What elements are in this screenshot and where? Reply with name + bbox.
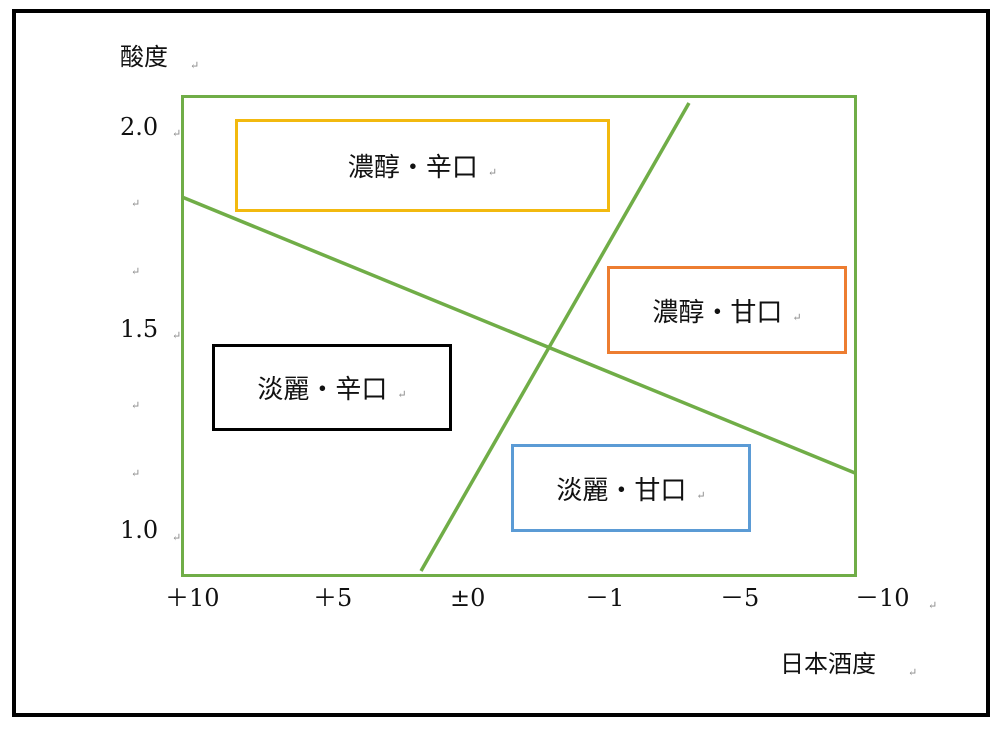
region-rich-sweet: 濃醇・甘口 ↵ [607,266,847,354]
region-label: 濃醇・甘口 [652,297,783,328]
acidity-divider-line [181,195,856,475]
x-tick-label: ＋5 [313,584,353,612]
paragraph-mark: ↵ [487,166,498,179]
x-axis-title: 日本酒度 [780,650,876,678]
y-tick-label: 2.0 [120,113,159,141]
paragraph-mark: ↵ [172,531,182,544]
region-label: 淡麗・甘口 [556,475,687,506]
region-light-sweet: 淡麗・甘口 ↵ [511,444,751,532]
y-tick-label: 1.5 [120,315,159,343]
paragraph-mark: ↵ [131,265,141,278]
paragraph-mark: ↵ [190,59,200,72]
x-tick-label: －1 [585,584,625,612]
region-label: 淡麗・辛口 [257,375,388,405]
paragraph-mark: ↵ [131,467,141,480]
paragraph-mark: ↵ [131,399,141,412]
y-axis-title: 酸度 [120,43,168,71]
paragraph-mark: ↵ [172,127,182,140]
x-tick-label: －10 [855,584,910,612]
plot-area [181,95,857,577]
paragraph-mark: ↵ [908,666,918,679]
region-rich-dry: 濃醇・辛口 ↵ [235,119,610,212]
paragraph-mark: ↵ [131,197,141,210]
paragraph-mark: ↵ [172,329,182,342]
y-tick-label: 1.0 [120,516,159,544]
paragraph-mark: ↵ [792,310,802,324]
paragraph-mark: ↵ [696,488,706,502]
sweetness-divider-line [419,102,691,572]
paragraph-mark: ↵ [928,599,938,612]
outer-frame [12,9,990,717]
region-label: 濃醇・辛口 [347,153,478,183]
paragraph-mark: ↵ [397,388,407,401]
x-tick-label: ＋10 [165,584,220,612]
x-tick-label: －5 [720,584,760,612]
x-tick-label: ±0 [450,584,486,612]
region-light-dry: 淡麗・辛口 ↵ [212,344,452,431]
